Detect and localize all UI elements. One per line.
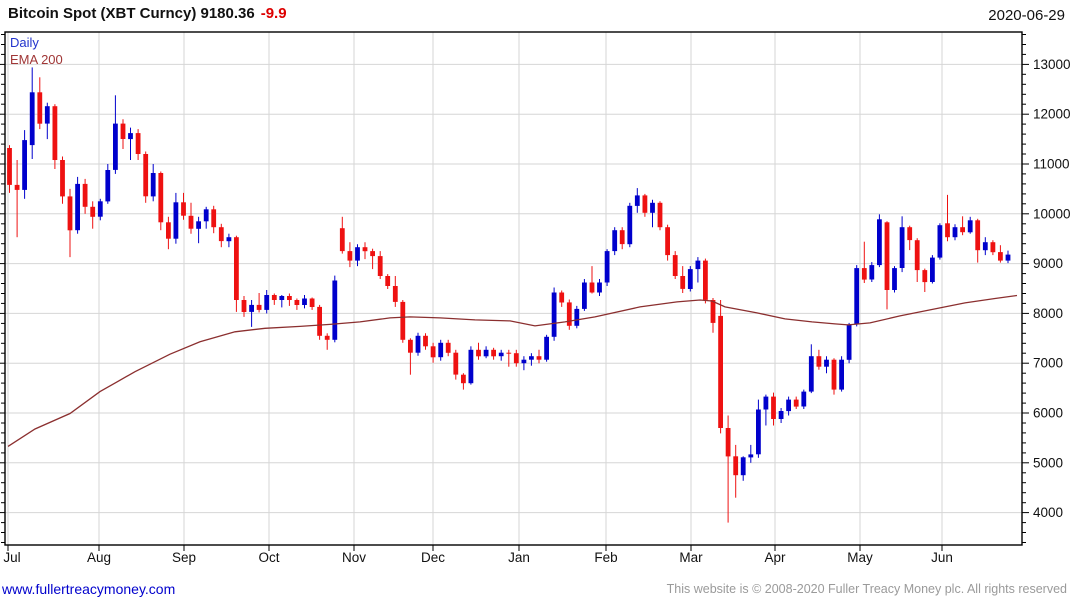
svg-text:7000: 7000: [1033, 356, 1063, 371]
x-axis-ticks: [7, 545, 943, 551]
svg-text:9000: 9000: [1033, 256, 1063, 271]
y-axis-ticks: [0, 34, 1029, 543]
chart-title: Bitcoin Spot (XBT Curncy) 9180.36 -9.9: [8, 5, 287, 22]
svg-text:Feb: Feb: [594, 550, 617, 565]
svg-text:10000: 10000: [1033, 206, 1071, 221]
svg-text:Dec: Dec: [421, 550, 445, 565]
svg-text:11000: 11000: [1033, 157, 1070, 172]
candle-bodies: [7, 92, 1011, 476]
timeframe-label: Daily: [10, 35, 39, 50]
y-axis-labels: 4000 5000 6000 7000 8000 9000 10000 11000 12000 1…: [1033, 57, 1071, 520]
svg-text:Mar: Mar: [679, 550, 703, 565]
svg-text:Nov: Nov: [342, 550, 366, 565]
svg-text:8000: 8000: [1033, 306, 1063, 321]
as-of-date: 2020-06-29: [988, 7, 1065, 24]
svg-text:6000: 6000: [1033, 406, 1063, 421]
instrument-and-price: Bitcoin Spot (XBT Curncy) 9180.36: [8, 5, 255, 22]
svg-text:Jul: Jul: [3, 550, 20, 565]
svg-text:13000: 13000: [1033, 57, 1071, 72]
svg-text:Apr: Apr: [764, 550, 786, 565]
svg-text:Aug: Aug: [87, 550, 111, 565]
svg-text:Jun: Jun: [931, 550, 953, 565]
svg-text:Oct: Oct: [258, 550, 279, 565]
svg-text:Sep: Sep: [172, 550, 196, 565]
svg-text:May: May: [847, 550, 873, 565]
ema-legend-label: EMA 200: [10, 52, 63, 67]
svg-text:4000: 4000: [1033, 505, 1063, 520]
price-change: -9.9: [260, 5, 287, 22]
x-axis-labels: Jul Aug Sep Oct Nov Dec Jan Feb Mar Apr May Jun: [3, 550, 953, 565]
svg-text:5000: 5000: [1033, 455, 1063, 470]
svg-text:12000: 12000: [1033, 107, 1071, 122]
svg-text:Jan: Jan: [508, 550, 530, 565]
copyright-text: This website is © 2008-2020 Fuller Treac…: [666, 582, 1067, 596]
site-link[interactable]: www.fullertreacymoney.com: [2, 581, 176, 597]
ema-200-line: [7, 294, 1018, 447]
